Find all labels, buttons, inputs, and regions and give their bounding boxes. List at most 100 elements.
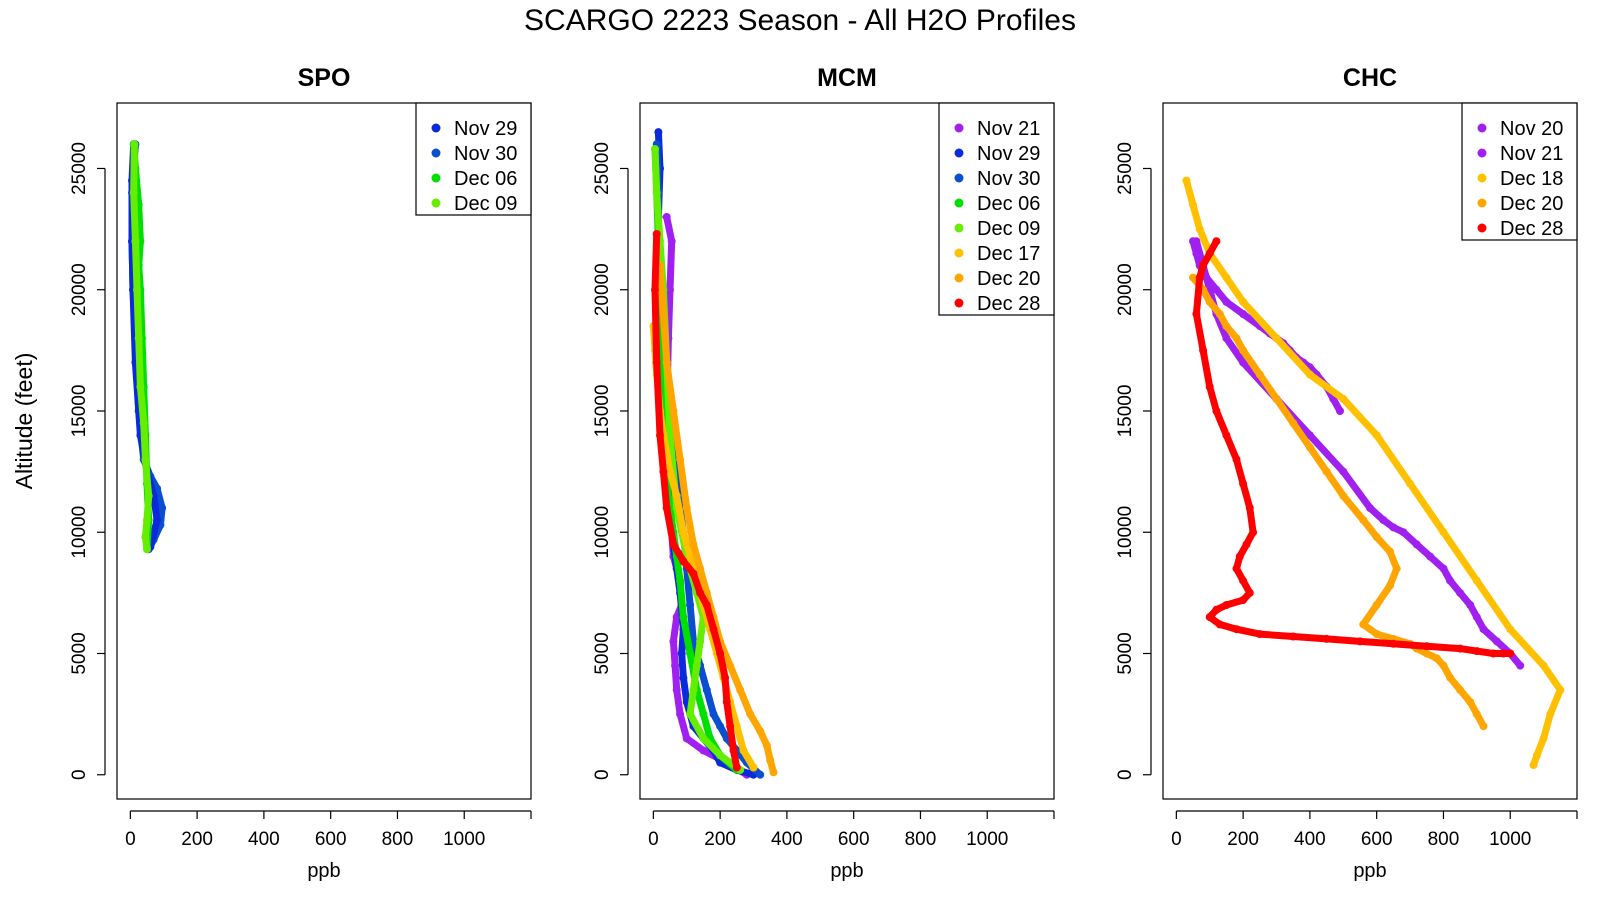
panel-chc: CHC 0 200 400 600 800 1000 ppb 0 5000 10000 15000 20… — [1115, 64, 1578, 882]
data-point — [1239, 346, 1248, 355]
data-point — [1359, 620, 1368, 629]
x-tick-label: 0 — [1171, 829, 1182, 850]
data-point — [1239, 310, 1248, 318]
plot-frame — [639, 102, 1055, 800]
data-point — [1439, 528, 1448, 537]
y-tick-label: 20000 — [69, 263, 90, 316]
x-tick-label: 200 — [704, 829, 736, 850]
data-point — [669, 407, 678, 415]
x-tick-label: 400 — [1294, 829, 1326, 850]
data-point — [756, 770, 765, 779]
data-point — [652, 188, 661, 197]
data-point — [1289, 632, 1298, 641]
data-point — [1456, 644, 1465, 653]
data-point — [1532, 751, 1541, 760]
data-point — [1242, 540, 1251, 549]
data-point — [1232, 334, 1241, 343]
data-point — [153, 516, 162, 525]
x-tick-label: 200 — [1227, 829, 1259, 850]
data-point — [1205, 297, 1214, 306]
data-point — [1379, 516, 1388, 525]
data-point — [1372, 431, 1381, 440]
data-point — [1322, 467, 1331, 476]
data-point — [1272, 334, 1281, 343]
data-point — [1212, 237, 1221, 246]
data-point — [1439, 564, 1448, 573]
data-point — [1212, 407, 1221, 415]
y-tick-label: 15000 — [69, 385, 90, 438]
legend-label: Nov 30 — [454, 143, 517, 165]
legend-label: Dec 06 — [977, 193, 1040, 215]
data-point — [756, 727, 765, 736]
data-point — [1222, 297, 1231, 306]
data-point — [1205, 613, 1214, 622]
data-point — [1195, 225, 1204, 234]
x-tick-label: 0 — [648, 829, 659, 850]
x-tick-label: 400 — [771, 829, 803, 850]
x-tick-label: 200 — [181, 829, 213, 850]
data-point — [732, 763, 741, 772]
data-point — [1339, 394, 1348, 403]
data-point — [659, 467, 668, 476]
y-tick-label: 0 — [592, 769, 613, 780]
data-point — [1372, 601, 1381, 609]
plot-frame — [116, 102, 532, 800]
data-point — [1456, 588, 1465, 597]
data-point — [699, 710, 708, 719]
data-point — [686, 710, 695, 719]
chart-title: SCARGO 2223 Season - All H2O Profiles — [524, 4, 1076, 37]
data-point — [133, 285, 141, 294]
data-point — [1389, 523, 1398, 532]
legend-marker — [1477, 223, 1487, 233]
data-point — [1199, 261, 1208, 270]
data-point — [659, 310, 668, 318]
data-point — [1386, 547, 1394, 556]
data-point — [1212, 605, 1221, 614]
data-point — [1466, 698, 1475, 706]
data-point — [1305, 370, 1314, 379]
legend-label: Nov 29 — [977, 143, 1040, 165]
data-point — [679, 613, 688, 622]
legend-label: Dec 18 — [1500, 168, 1563, 190]
data-point — [682, 734, 691, 743]
y-axis-label: Altitude (feet) — [11, 353, 37, 490]
data-point — [686, 552, 695, 561]
data-point — [1272, 394, 1281, 403]
data-point — [679, 528, 688, 537]
data-point — [746, 710, 755, 719]
legend-marker — [1477, 123, 1487, 133]
data-point — [716, 722, 725, 731]
data-point — [709, 710, 718, 719]
data-point — [1205, 382, 1214, 391]
data-point — [1255, 630, 1264, 639]
data-point — [1472, 710, 1481, 719]
data-point — [1422, 649, 1431, 658]
data-point — [766, 756, 775, 765]
data-point — [1472, 576, 1481, 585]
data-point — [1222, 431, 1231, 440]
data-point — [1492, 637, 1501, 646]
data-point — [672, 491, 681, 500]
data-point — [1446, 576, 1455, 585]
data-point — [749, 763, 758, 772]
panel-mcm: MCM 0 200 400 600 800 1000 ppb 0 5000 10000 15000 20… — [592, 64, 1055, 882]
legend-marker — [954, 123, 964, 133]
y-tick-label: 25000 — [69, 142, 90, 195]
data-point — [762, 741, 771, 750]
data-layer — [649, 128, 778, 779]
y-tick-label: 0 — [69, 769, 90, 780]
data-point — [666, 431, 674, 440]
legend: Nov 29 Nov 30 Dec 06 Dec 09 — [415, 102, 532, 216]
x-tick-label: 400 — [248, 829, 280, 850]
data-point — [696, 564, 705, 573]
data-point — [1472, 647, 1481, 656]
x-tick-label: 600 — [315, 829, 347, 850]
x-tick-label: 800 — [1428, 829, 1460, 850]
data-point — [1432, 654, 1441, 663]
legend-marker — [954, 298, 964, 308]
legend-marker — [431, 173, 441, 183]
data-point — [1439, 661, 1448, 670]
data-point — [1222, 322, 1231, 331]
y-tick-label: 25000 — [592, 142, 613, 195]
data-point — [1192, 237, 1201, 246]
